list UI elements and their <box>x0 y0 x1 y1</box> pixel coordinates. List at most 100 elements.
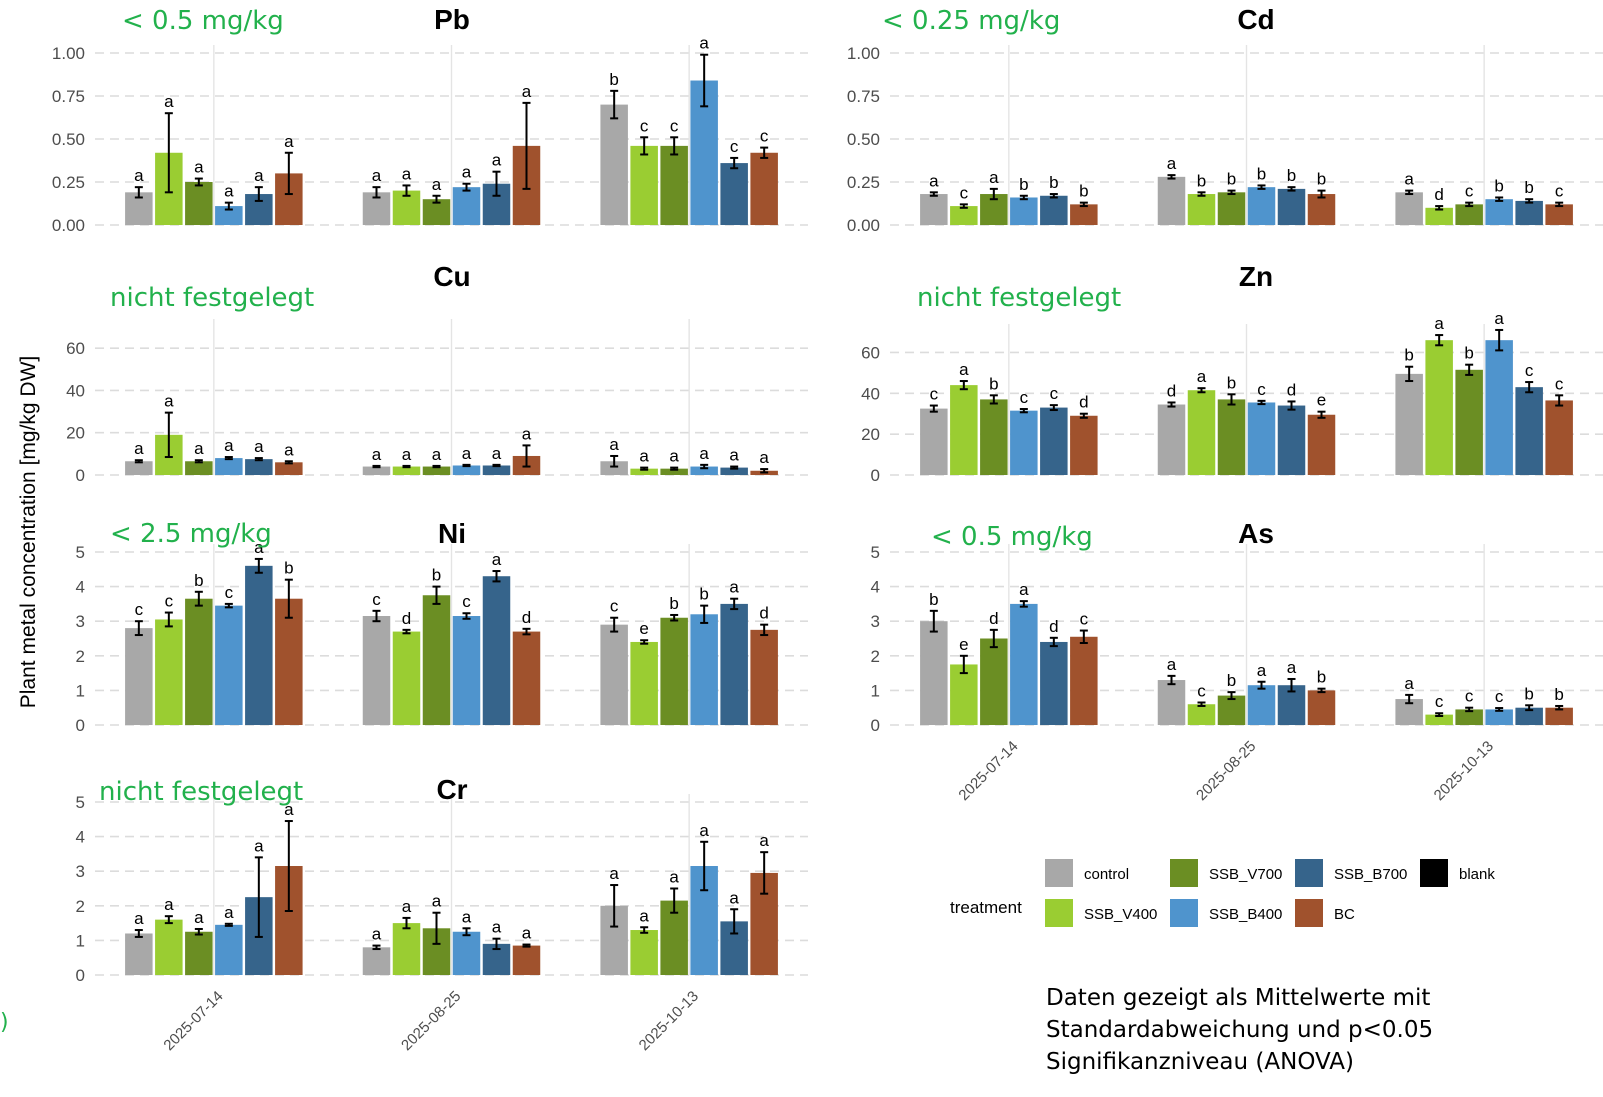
legend-item-label: blank <box>1459 866 1495 883</box>
significance-letter: a <box>284 440 294 459</box>
bar <box>950 385 978 475</box>
limit-note: nicht festgelegt <box>917 283 1121 313</box>
significance-letter: a <box>254 538 264 557</box>
significance-letter: a <box>284 800 294 819</box>
bar <box>125 628 153 725</box>
significance-letter: a <box>492 550 502 569</box>
bar <box>155 919 183 975</box>
bar <box>1247 685 1276 725</box>
significance-letter: a <box>194 908 204 927</box>
bar <box>1010 410 1038 475</box>
significance-letter: a <box>1197 367 1207 386</box>
y-tick-label: 5 <box>871 543 880 562</box>
significance-letter: a <box>492 151 502 170</box>
significance-letter: d <box>1049 617 1058 636</box>
bar <box>1515 707 1543 725</box>
y-tick-label: 1.00 <box>847 44 880 63</box>
significance-letter: c <box>1555 374 1564 393</box>
bar <box>1395 373 1423 475</box>
y-tick-label: 3 <box>76 862 85 881</box>
x-tick-label: 2025-08-25 <box>398 988 464 1054</box>
significance-letter: a <box>224 182 234 201</box>
significance-letter: c <box>640 116 649 135</box>
significance-letter: b <box>432 566 441 585</box>
bar <box>1425 340 1453 475</box>
bar <box>215 458 243 475</box>
significance-letter: c <box>1257 380 1266 399</box>
bar <box>452 187 481 225</box>
significance-letter: d <box>989 609 998 628</box>
bar <box>750 152 778 225</box>
significance-letter: c <box>670 116 679 135</box>
bar <box>660 468 688 475</box>
y-tick-label: 0.50 <box>847 130 880 149</box>
significance-letter: a <box>1494 309 1504 328</box>
bar <box>1307 194 1336 225</box>
y-tick-label: 2 <box>76 897 85 916</box>
stray-parenthesis: ) <box>0 1010 9 1035</box>
legend-swatch <box>1295 899 1323 927</box>
bar <box>1070 415 1098 475</box>
significance-letter: a <box>729 446 739 465</box>
significance-letter: c <box>135 600 144 619</box>
bar <box>1395 192 1423 225</box>
bar <box>185 182 213 225</box>
significance-letter: c <box>1555 182 1564 201</box>
bar <box>1307 414 1336 475</box>
bar <box>720 163 748 225</box>
panel-pb: 0.00 0.25 0.50 0.75 1.00 a a a a a a a a a a a a b c c a c c Pb… <box>52 4 808 235</box>
significance-letter: c <box>165 592 174 611</box>
significance-letter: c <box>462 592 471 611</box>
bar <box>512 945 541 975</box>
significance-letter: a <box>492 444 502 463</box>
significance-letter: c <box>610 597 619 616</box>
bar <box>1217 192 1246 225</box>
significance-letter: b <box>699 585 708 604</box>
bar <box>362 466 391 475</box>
significance-letter: c <box>1050 384 1059 403</box>
y-tick-label: 3 <box>76 612 85 631</box>
significance-letter: b <box>1227 170 1236 189</box>
bar <box>275 462 303 475</box>
significance-letter: a <box>284 132 294 151</box>
bar <box>422 595 451 725</box>
significance-letter: a <box>729 578 739 597</box>
significance-letter: c <box>1080 610 1089 629</box>
y-tick-label: 0 <box>76 966 85 985</box>
significance-letter: e <box>959 635 968 654</box>
significance-letter: a <box>134 439 144 458</box>
y-tick-label: 1.00 <box>52 44 85 63</box>
significance-letter: c <box>372 590 381 609</box>
y-tick-label: 0.00 <box>52 216 85 235</box>
y-tick-label: 0.25 <box>52 173 85 192</box>
footnote-line: Daten gezeigt als Mittelwerte mit <box>1046 985 1431 1011</box>
bar <box>1157 404 1186 475</box>
significance-letter: b <box>284 559 293 578</box>
significance-letter: a <box>372 166 382 185</box>
bar <box>1425 207 1453 225</box>
y-tick-label: 20 <box>861 425 880 444</box>
significance-letter: a <box>669 447 679 466</box>
bar <box>1545 204 1573 225</box>
significance-letter: a <box>1287 658 1297 677</box>
y-tick-label: 0.00 <box>847 216 880 235</box>
panel-title: Cd <box>1237 4 1274 35</box>
significance-letter: a <box>959 360 969 379</box>
y-tick-label: 0 <box>871 466 880 485</box>
y-tick-label: 2 <box>871 647 880 666</box>
bar <box>1040 641 1068 725</box>
y-tick-label: 0.25 <box>847 173 880 192</box>
bar <box>422 466 451 475</box>
significance-letter: b <box>1049 173 1058 192</box>
bar <box>1157 176 1186 225</box>
bar <box>1217 695 1246 725</box>
significance-letter: a <box>669 868 679 887</box>
bar <box>275 598 303 725</box>
significance-letter: a <box>224 436 234 455</box>
bar <box>392 631 421 725</box>
bar <box>1485 199 1513 225</box>
significance-letter: a <box>759 448 769 467</box>
significance-letter: b <box>1079 182 1088 201</box>
significance-letter: e <box>1317 391 1326 410</box>
